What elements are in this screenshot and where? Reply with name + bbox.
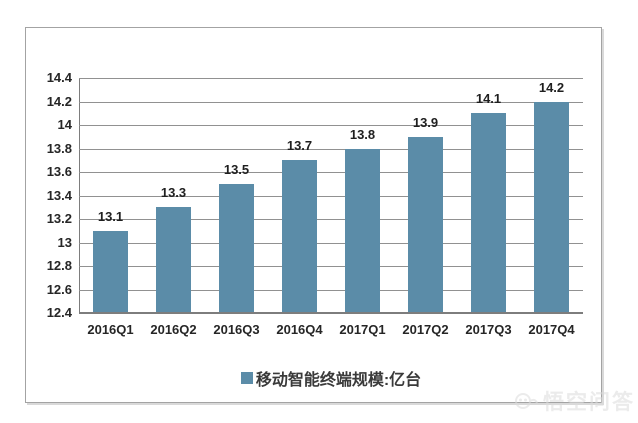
bar-value-label: 13.8	[349, 126, 376, 142]
legend: 移动智能终端规模:亿台	[79, 366, 583, 390]
y-axis-tick-label: 14.4	[46, 70, 72, 85]
y-axis-tick-label: 12.8	[46, 258, 72, 273]
legend-marker-icon	[240, 372, 253, 384]
wukong-logo-icon	[514, 390, 538, 412]
bar	[93, 230, 128, 313]
bar-value-label: 13.7	[286, 138, 313, 154]
bar	[282, 160, 317, 313]
x-axis-tick-label: 2016Q2	[150, 322, 197, 337]
y-axis-tick-label: 13	[57, 234, 72, 250]
x-axis-tick-label: 2017Q4	[528, 322, 575, 337]
bar-value-label: 13.5	[223, 161, 250, 177]
y-axis-tick-label: 14.2	[46, 93, 72, 109]
gridline	[79, 266, 583, 267]
x-axis-line	[79, 312, 583, 314]
plot-area: 13.1 13.3 13.5 13.7 13.8 13.9 14.1 14.2	[79, 78, 583, 314]
gridline	[79, 242, 583, 244]
gridline	[79, 172, 583, 173]
y-axis-tick-label: 12.6	[46, 281, 72, 297]
gridline	[79, 289, 583, 291]
watermark-text: 悟空问答	[543, 391, 635, 414]
bar	[534, 101, 569, 313]
bar	[408, 136, 443, 313]
bar-value-label: 13.9	[412, 114, 439, 130]
bar-value-label: 13.1	[97, 208, 124, 224]
bar	[345, 148, 380, 313]
gridline	[79, 195, 583, 197]
y-axis-tick-label: 13.8	[46, 140, 72, 156]
gridline	[79, 219, 583, 220]
x-axis-tick-label: 2017Q2	[402, 322, 449, 337]
bar-value-label: 14.1	[475, 91, 502, 107]
bar	[471, 113, 506, 313]
gridline	[79, 101, 583, 103]
gridline	[79, 78, 583, 79]
y-axis-tick-label: 13.2	[46, 211, 72, 226]
y-axis-tick-label: 13.4	[46, 187, 72, 203]
bar	[156, 207, 191, 313]
x-axis-tick-label: 2017Q1	[339, 322, 386, 337]
gridline	[79, 125, 583, 126]
watermark: 悟空问答	[514, 386, 635, 416]
x-axis-tick-label: 2017Q3	[465, 322, 512, 337]
legend-label: 移动智能终端规模:亿台	[255, 372, 422, 389]
x-axis-tick-label: 2016Q4	[276, 322, 323, 337]
bar-value-label: 14.2	[538, 79, 565, 95]
bar-value-label: 13.3	[160, 185, 187, 201]
y-axis-tick-label: 13.6	[46, 164, 72, 179]
x-axis-tick-label: 2016Q3	[213, 322, 260, 337]
gridline	[79, 148, 583, 150]
y-axis-tick-label: 14	[57, 117, 72, 132]
chart-frame: 13.1 13.3 13.5 13.7 13.8 13.9 14.1 14.2 14.4 14.…	[25, 27, 602, 403]
y-axis-tick-label: 12.4	[46, 305, 72, 320]
x-axis-tick-label: 2016Q1	[87, 322, 134, 337]
bar	[219, 183, 254, 313]
